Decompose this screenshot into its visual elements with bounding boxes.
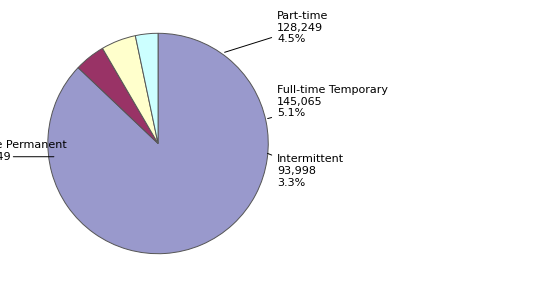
Wedge shape: [48, 33, 268, 254]
Text: Full-time Temporary
145,065
5.1%: Full-time Temporary 145,065 5.1%: [268, 85, 388, 119]
Wedge shape: [102, 36, 158, 144]
Text: Part-time
128,249
4.5%: Part-time 128,249 4.5%: [225, 11, 329, 52]
Text: Intermittent
93,998
3.3%: Intermittent 93,998 3.3%: [268, 153, 344, 188]
Text: Full-time Permanent
2,476,149
87.1%: Full-time Permanent 2,476,149 87.1%: [0, 140, 67, 173]
Wedge shape: [78, 48, 158, 144]
Wedge shape: [135, 33, 158, 144]
